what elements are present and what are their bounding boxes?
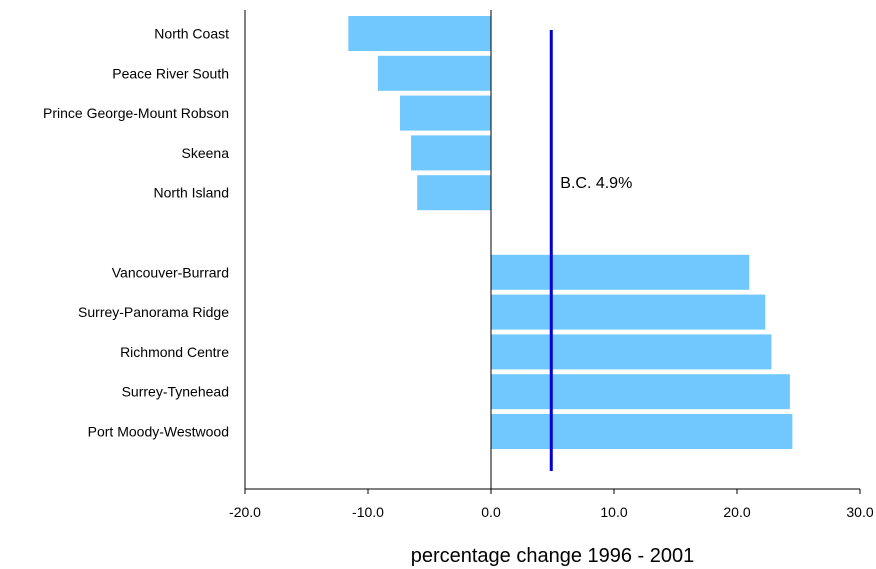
bar-skeena: [411, 135, 491, 171]
x-ticks-group: -20.0 -10.0 0.0 10.0 20.0 30.0: [229, 489, 874, 520]
bar-surrey-panorama-ridge: [491, 294, 766, 330]
category-label-vancouver-burrard: Vancouver-Burrard: [112, 264, 229, 280]
bar-prince-george-mount-robson: [399, 95, 491, 131]
bar-richmond-centre: [491, 334, 772, 370]
x-tick-label: -10.0: [352, 504, 384, 520]
category-label-surrey-panorama-ridge: Surrey-Panorama Ridge: [78, 304, 229, 320]
category-label-north-island: North Island: [154, 185, 229, 201]
category-labels-group: North Coast Peace River South Prince Georg…: [43, 26, 229, 440]
x-tick-label: 20.0: [723, 504, 750, 520]
bar-peace-river-south: [377, 55, 491, 91]
bar-north-coast: [348, 16, 491, 51]
category-label-prince-george-mount-robson: Prince George-Mount Robson: [43, 105, 229, 121]
bar-surrey-tynehead: [491, 374, 790, 410]
bc-reference-label: B.C. 4.9%: [560, 175, 632, 192]
category-label-port-moody-westwood: Port Moody-Westwood: [88, 424, 229, 440]
bar-vancouver-burrard: [491, 254, 750, 290]
x-tick-label: 30.0: [846, 504, 873, 520]
category-label-peace-river-south: Peace River South: [112, 65, 229, 81]
bar-port-moody-westwood: [491, 414, 793, 449]
x-tick-label: 10.0: [600, 504, 627, 520]
category-label-surrey-tynehead: Surrey-Tynehead: [122, 384, 229, 400]
x-tick-label: 0.0: [481, 504, 501, 520]
x-axis-title: percentage change 1996 - 2001: [411, 545, 695, 567]
category-label-north-coast: North Coast: [154, 26, 229, 42]
x-tick-label: -20.0: [229, 504, 261, 520]
bar-north-island: [417, 175, 491, 211]
bars-group: [348, 16, 793, 449]
category-label-skeena: Skeena: [182, 145, 230, 161]
category-label-richmond-centre: Richmond Centre: [120, 344, 229, 360]
